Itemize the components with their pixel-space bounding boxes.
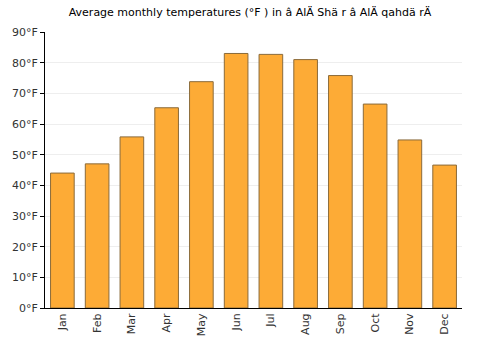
svg-text:40°F: 40°F <box>12 179 38 192</box>
svg-text:Feb: Feb <box>91 313 104 332</box>
svg-text:Oct: Oct <box>369 313 382 333</box>
svg-text:Aug: Aug <box>299 313 312 334</box>
svg-text:Jun: Jun <box>230 313 243 331</box>
svg-text:Mar: Mar <box>125 313 138 334</box>
svg-text:Apr: Apr <box>160 313 173 333</box>
svg-text:Jan: Jan <box>56 313 69 331</box>
svg-text:50°F: 50°F <box>12 149 38 162</box>
svg-text:10°F: 10°F <box>12 271 38 284</box>
svg-text:0°F: 0°F <box>19 302 38 315</box>
svg-text:30°F: 30°F <box>12 210 38 223</box>
svg-text:Dec: Dec <box>438 313 451 334</box>
svg-text:90°F: 90°F <box>12 26 38 39</box>
svg-text:Sep: Sep <box>334 313 347 334</box>
svg-text:80°F: 80°F <box>12 57 38 70</box>
svg-text:70°F: 70°F <box>12 87 38 100</box>
svg-text:20°F: 20°F <box>12 241 38 254</box>
svg-text:Average monthly temperatures (: Average monthly temperatures (°F ) in â … <box>69 6 432 19</box>
svg-text:60°F: 60°F <box>12 118 38 131</box>
svg-text:May: May <box>195 313 208 336</box>
svg-text:Nov: Nov <box>403 313 416 335</box>
svg-text:Jul: Jul <box>264 313 277 327</box>
